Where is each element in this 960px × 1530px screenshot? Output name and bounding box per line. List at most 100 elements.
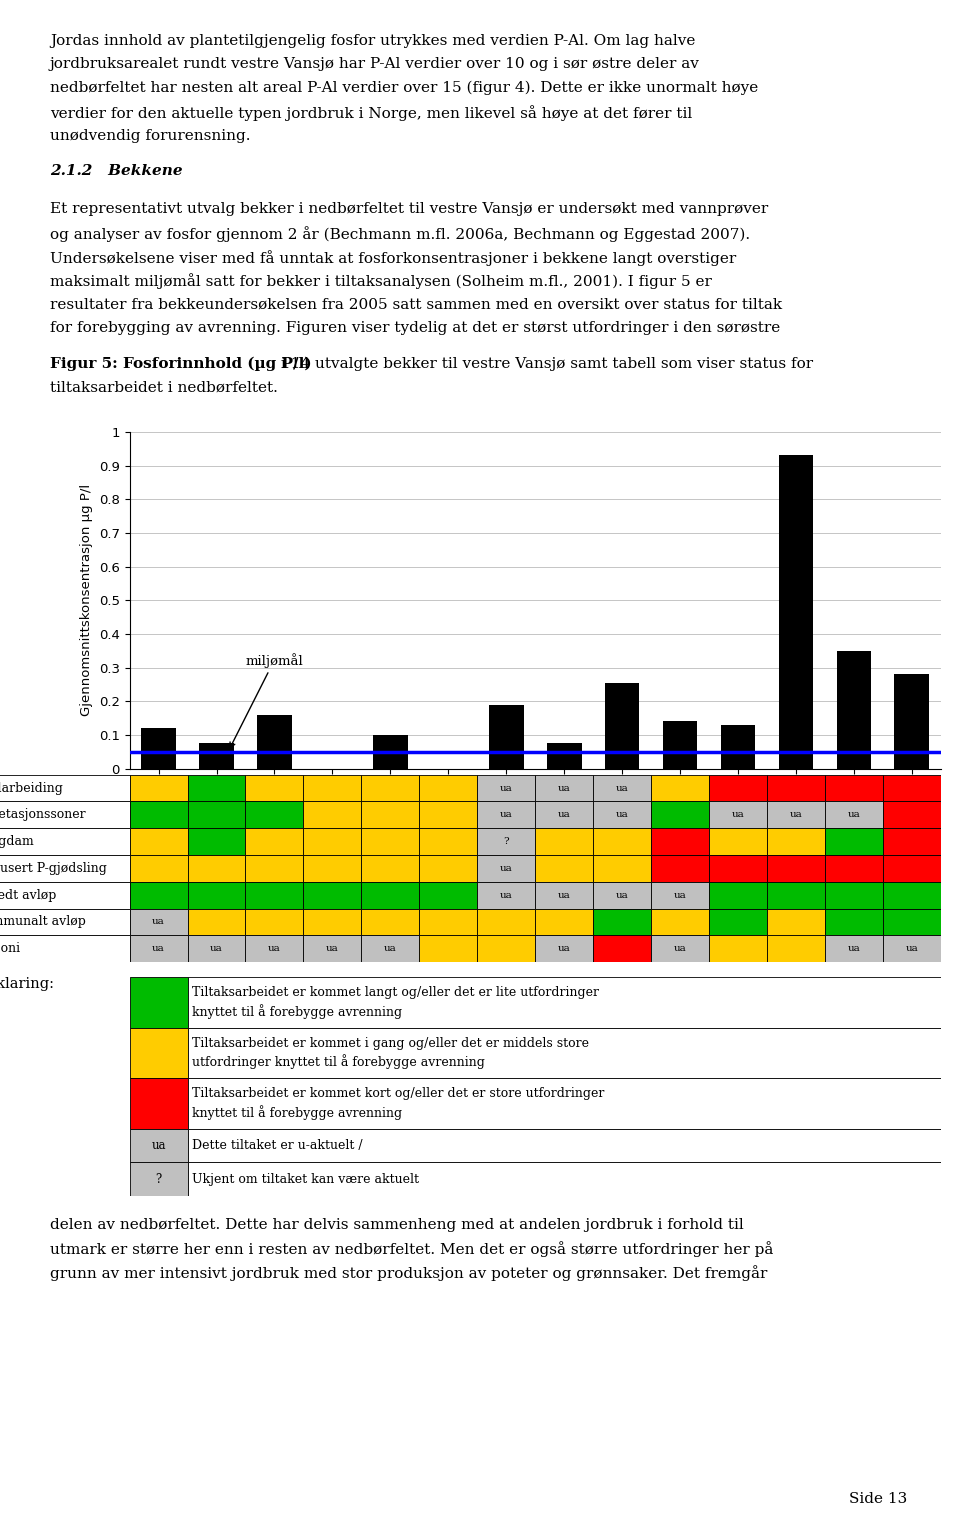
Bar (709, 909, 767, 935)
Text: ua: ua (558, 811, 570, 819)
Bar (883, 935, 941, 962)
Bar (246, 802, 303, 828)
Bar (0, 855, 130, 881)
Bar (651, 774, 709, 802)
Text: ua: ua (905, 944, 918, 953)
Bar (246, 828, 303, 855)
Text: Tiltaksarbeidet er kommet kort og/eller det er store utfordringer
knyttet til å : Tiltaksarbeidet er kommet kort og/eller … (192, 1088, 605, 1120)
Bar (825, 802, 883, 828)
Bar (536, 855, 593, 881)
Bar (709, 802, 767, 828)
Bar (883, 774, 941, 802)
Text: Ukjent om tiltaket kan være aktuelt: Ukjent om tiltaket kan være aktuelt (192, 1174, 420, 1186)
Bar (187, 1028, 941, 1079)
Text: Forklaring:: Forklaring: (0, 978, 54, 991)
Bar (361, 774, 420, 802)
Bar (477, 774, 535, 802)
Text: ua: ua (615, 890, 629, 900)
Text: ua: ua (268, 944, 281, 953)
Bar (246, 774, 303, 802)
Bar (420, 909, 477, 935)
Text: ?: ? (503, 837, 509, 846)
Text: delen av nedbørfeltet. Dette har delvis sammenheng med at andelen jordbruk i for: delen av nedbørfeltet. Dette har delvis … (50, 1218, 744, 1232)
Text: ua: ua (558, 783, 570, 793)
Bar (593, 774, 651, 802)
Bar (651, 909, 709, 935)
Bar (130, 1129, 187, 1163)
Bar (0, 881, 130, 909)
Bar (420, 935, 477, 962)
Bar (187, 828, 246, 855)
Text: ua: ua (500, 783, 513, 793)
Bar (361, 855, 420, 881)
Text: ua: ua (848, 944, 860, 953)
Text: maksimalt miljømål satt for bekker i tiltaksanalysen (Solheim m.fl., 2001). I fi: maksimalt miljømål satt for bekker i til… (50, 274, 711, 289)
Text: og analyser av fosfor gjennom 2 år (Bechmann m.fl. 2006a, Bechmann og Eggestad 2: og analyser av fosfor gjennom 2 år (Bech… (50, 226, 750, 242)
Text: unødvendig forurensning.: unødvendig forurensning. (50, 129, 251, 142)
Bar (651, 935, 709, 962)
Bar (883, 828, 941, 855)
Bar (767, 828, 825, 855)
Bar (651, 828, 709, 855)
Text: ua: ua (558, 944, 570, 953)
Bar (257, 715, 292, 768)
Text: Jordas innhold av plantetilgjengelig fosfor utrykkes med verdien P-Al. Om lag ha: Jordas innhold av plantetilgjengelig fos… (50, 34, 695, 47)
Bar (593, 935, 651, 962)
Text: Redusert P-gjødsling: Redusert P-gjødsling (0, 861, 107, 875)
Text: tiltaksarbeidet i nedbørfeltet.: tiltaksarbeidet i nedbørfeltet. (50, 381, 277, 395)
Bar (593, 828, 651, 855)
Bar (825, 909, 883, 935)
Y-axis label: Gjennomsnittskonsentrasjon µg P/l: Gjennomsnittskonsentrasjon µg P/l (81, 483, 93, 716)
Bar (593, 881, 651, 909)
Bar (361, 828, 420, 855)
Bar (246, 855, 303, 881)
Text: 2.1.2   Bekkene: 2.1.2 Bekkene (50, 164, 182, 179)
Bar (187, 1079, 941, 1129)
Text: Dette tiltaket er u-aktuelt /: Dette tiltaket er u-aktuelt / (192, 1140, 363, 1152)
Bar (187, 909, 246, 935)
Bar (767, 881, 825, 909)
Bar (767, 935, 825, 962)
Bar (709, 881, 767, 909)
Bar (477, 828, 535, 855)
Bar (709, 774, 767, 802)
Bar (883, 802, 941, 828)
Text: verdier for den aktuelle typen jordbruk i Norge, men likevel så høye at det føre: verdier for den aktuelle typen jordbruk … (50, 104, 692, 121)
Bar (130, 1079, 187, 1129)
Text: Fangdam: Fangdam (0, 835, 34, 848)
Bar (420, 855, 477, 881)
Bar (593, 909, 651, 935)
Text: ua: ua (674, 944, 686, 953)
Bar (779, 456, 813, 768)
Bar (420, 802, 477, 828)
Bar (141, 728, 176, 768)
Text: Et representativt utvalg bekker i nedbørfeltet til vestre Vansjø er undersøkt me: Et representativt utvalg bekker i nedbør… (50, 202, 768, 216)
Bar (361, 909, 420, 935)
Text: ua: ua (500, 864, 513, 872)
Bar (187, 774, 246, 802)
Bar (361, 881, 420, 909)
Bar (0, 802, 130, 828)
Bar (130, 802, 187, 828)
Text: utmark er større her enn i resten av nedbørfeltet. Men det er også større utford: utmark er større her enn i resten av ned… (50, 1241, 774, 1258)
Bar (836, 650, 872, 768)
Bar (187, 978, 941, 1028)
Text: Jordarbeiding: Jordarbeiding (0, 782, 63, 794)
Text: resultater fra bekkeundersøkelsen fra 2005 satt sammen med en oversikt over stat: resultater fra bekkeundersøkelsen fra 20… (50, 297, 782, 311)
Text: ua: ua (153, 944, 165, 953)
Bar (489, 704, 523, 768)
Text: Figur 5: Fosforinnhold (µg P/l): Figur 5: Fosforinnhold (µg P/l) (50, 356, 312, 372)
Bar (536, 881, 593, 909)
Text: Side 13: Side 13 (849, 1492, 907, 1506)
Bar (361, 802, 420, 828)
Text: ua: ua (848, 811, 860, 819)
Bar (547, 744, 582, 768)
Text: ua: ua (210, 944, 223, 953)
Bar (605, 682, 639, 768)
Bar (246, 935, 303, 962)
Bar (662, 721, 697, 768)
Bar (536, 802, 593, 828)
Bar (187, 855, 246, 881)
Text: ua: ua (326, 944, 339, 953)
Bar (477, 855, 535, 881)
